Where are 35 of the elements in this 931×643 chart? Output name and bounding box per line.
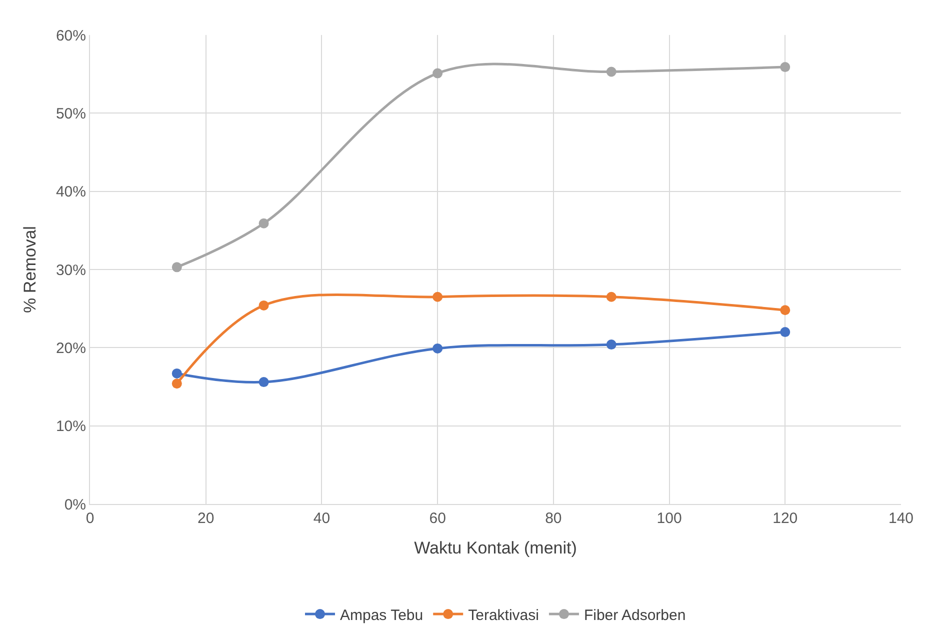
- point: [258, 300, 269, 310]
- x-tick-label: 20: [198, 510, 214, 527]
- point: [780, 305, 790, 316]
- point: [606, 340, 616, 350]
- y-tick-label: 30%: [56, 262, 86, 279]
- point: [258, 377, 269, 388]
- point: [780, 62, 790, 72]
- point: [606, 66, 616, 77]
- x-tick-label: 100: [656, 510, 682, 527]
- point: [432, 343, 443, 354]
- point: [172, 368, 182, 378]
- x-tick-label: 140: [888, 510, 914, 527]
- x-tick-label: 60: [429, 510, 446, 527]
- y-tick-label: 50%: [56, 105, 86, 122]
- legend-label: Fiber Adsorben: [584, 606, 686, 624]
- y-tick-label: 20%: [56, 340, 86, 357]
- point: [606, 292, 616, 302]
- point: [432, 68, 443, 78]
- point: [172, 378, 182, 389]
- x-tick-label: 0: [86, 510, 94, 527]
- x-tick-label: 80: [545, 510, 562, 527]
- y-tick-label: 0%: [64, 496, 86, 514]
- y-tick-label: 40%: [56, 184, 86, 201]
- point: [432, 292, 443, 302]
- point: [258, 218, 269, 228]
- point: [172, 262, 182, 272]
- legend-label: Ampas Tebu: [340, 606, 424, 624]
- y-tick-label: 10%: [56, 418, 86, 436]
- y-axis-title: % Removal: [20, 226, 40, 313]
- x-axis-title: Waktu Kontak (menit): [414, 538, 577, 558]
- y-tick-label: 60%: [56, 27, 86, 44]
- x-tick-label: 40: [313, 510, 330, 527]
- point: [780, 327, 790, 338]
- legend-label: Teraktivasi: [468, 606, 539, 624]
- x-tick-label: 120: [772, 510, 798, 527]
